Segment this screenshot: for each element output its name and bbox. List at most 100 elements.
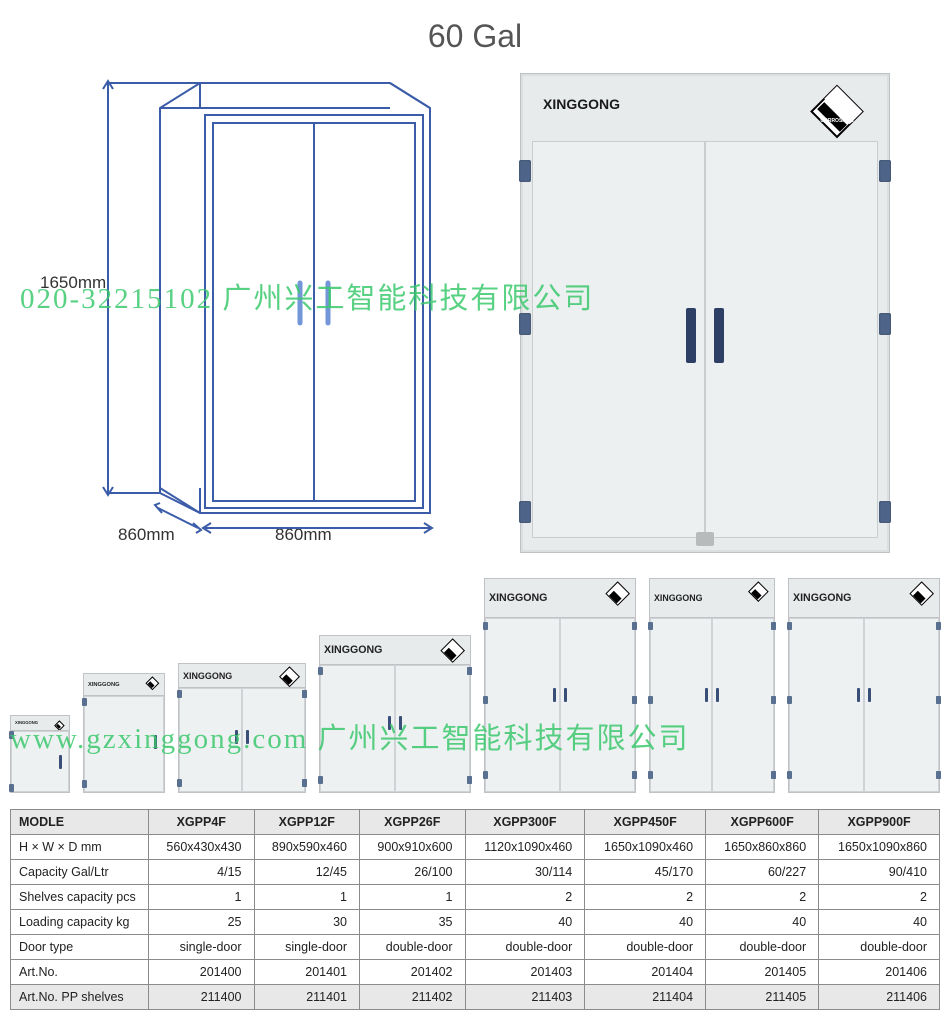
table-cell: 201402 [360,960,466,985]
hinge-icon [787,696,792,704]
door-handle-icon [714,308,724,363]
table-cell: 1 [149,885,255,910]
brand-label: XINGGONG [654,593,702,603]
lineup-cabinet: XINGGONG [83,673,165,793]
door-handle-icon [154,735,157,749]
table-cell: 211402 [360,985,466,1010]
cabinet-door [650,618,712,792]
hinge-icon [936,622,941,630]
corrosives-warning-icon [145,676,160,696]
table-cell: 40 [819,910,940,935]
table-cell: 2 [819,885,940,910]
hinge-icon [177,779,182,787]
lineup-cabinet: XINGGONG [178,663,306,793]
cabinet-door [242,688,305,792]
table-cell: 25 [149,910,255,935]
table-cell: 1650x860x860 [706,835,819,860]
cabinet-door [789,618,864,792]
table-row-label: Shelves capacity pcs [11,885,149,910]
lineup-cabinet: XINGGONG [649,578,775,793]
hinge-icon [483,771,488,779]
table-model-header: XGPP12F [254,810,360,835]
hinge-icon [302,779,307,787]
hinge-icon [177,690,182,698]
door-handle-icon [705,688,708,702]
hinge-icon [648,622,653,630]
cabinet-door [11,731,69,792]
brand-label: XINGGONG [793,592,851,604]
spec-table: MODLEXGPP4FXGPP12FXGPP26FXGPP300FXGPP450… [10,809,940,1010]
table-cell: 1120x1090x460 [465,835,585,860]
hinge-icon [648,696,653,704]
table-cell: 40 [585,910,706,935]
door-handle-icon [686,308,696,363]
corrosives-warning-icon [604,581,631,613]
door-handle-icon [868,688,871,702]
table-cell: 201405 [706,960,819,985]
dim-height-label: 1650mm [40,273,106,293]
cabinet-door [712,618,774,792]
cabinet-door [320,665,395,792]
cabinet-door [179,688,242,792]
brand-label: XINGGONG [543,96,620,112]
table-cell: 211403 [465,985,585,1010]
table-cell: double-door [585,935,706,960]
table-row-label: Art.No. [11,960,149,985]
hinge-icon [467,667,472,675]
lineup-cabinet: XINGGONG [484,578,636,793]
lineup-cabinet: XINGGONG [319,635,471,793]
table-cell: 560x430x430 [149,835,255,860]
hinge-icon [519,501,531,523]
hinge-icon [82,780,87,788]
table-cell: 211404 [585,985,706,1010]
door-handle-icon [388,716,391,730]
page-title: 60 Gal [0,0,950,63]
hinge-icon [467,776,472,784]
table-cell: 201406 [819,960,940,985]
left-door [532,141,705,538]
hinge-icon [787,622,792,630]
table-cell: 1 [360,885,466,910]
table-row-label: H × W × D mm [11,835,149,860]
table-cell: 40 [706,910,819,935]
cabinet-wireframe-svg [100,73,460,543]
table-cell: 40 [465,910,585,935]
table-cell: 2 [465,885,585,910]
door-handle-icon [246,730,249,744]
table-cell: 211405 [706,985,819,1010]
hinge-icon [771,696,776,704]
brand-label: XINGGONG [183,671,232,681]
table-cell: 211406 [819,985,940,1010]
table-model-header: XGPP26F [360,810,466,835]
table-cell: 45/170 [585,860,706,885]
hinge-icon [879,160,891,182]
table-cell: 1 [254,885,360,910]
table-cell: 1650x1090x860 [819,835,940,860]
table-cell: 201404 [585,960,706,985]
hinge-icon [648,771,653,779]
table-cell: 26/100 [360,860,466,885]
hinge-icon [318,776,323,784]
brand-label: XINGGONG [15,720,38,725]
table-row-label: Art.No. PP shelves [11,985,149,1010]
door-handle-icon [564,688,567,702]
table-row-label: Loading capacity kg [11,910,149,935]
hinge-icon [879,313,891,335]
corrosives-warning-icon: CORROSIVES [809,84,865,140]
hinge-icon [9,784,14,792]
hinge-icon [936,771,941,779]
corrosives-warning-icon [908,581,935,613]
table-cell: 2 [585,885,706,910]
hinge-icon [483,696,488,704]
door-handle-icon [59,755,62,769]
table-model-header: XGPP450F [585,810,706,835]
hinge-icon [302,690,307,698]
table-cell: 12/45 [254,860,360,885]
cabinet-door [485,618,560,792]
table-model-header: XGPP300F [465,810,585,835]
table-cell: 211400 [149,985,255,1010]
right-door [705,141,878,538]
door-handle-icon [399,716,402,730]
hinge-icon [519,313,531,335]
hinge-icon [82,698,87,706]
